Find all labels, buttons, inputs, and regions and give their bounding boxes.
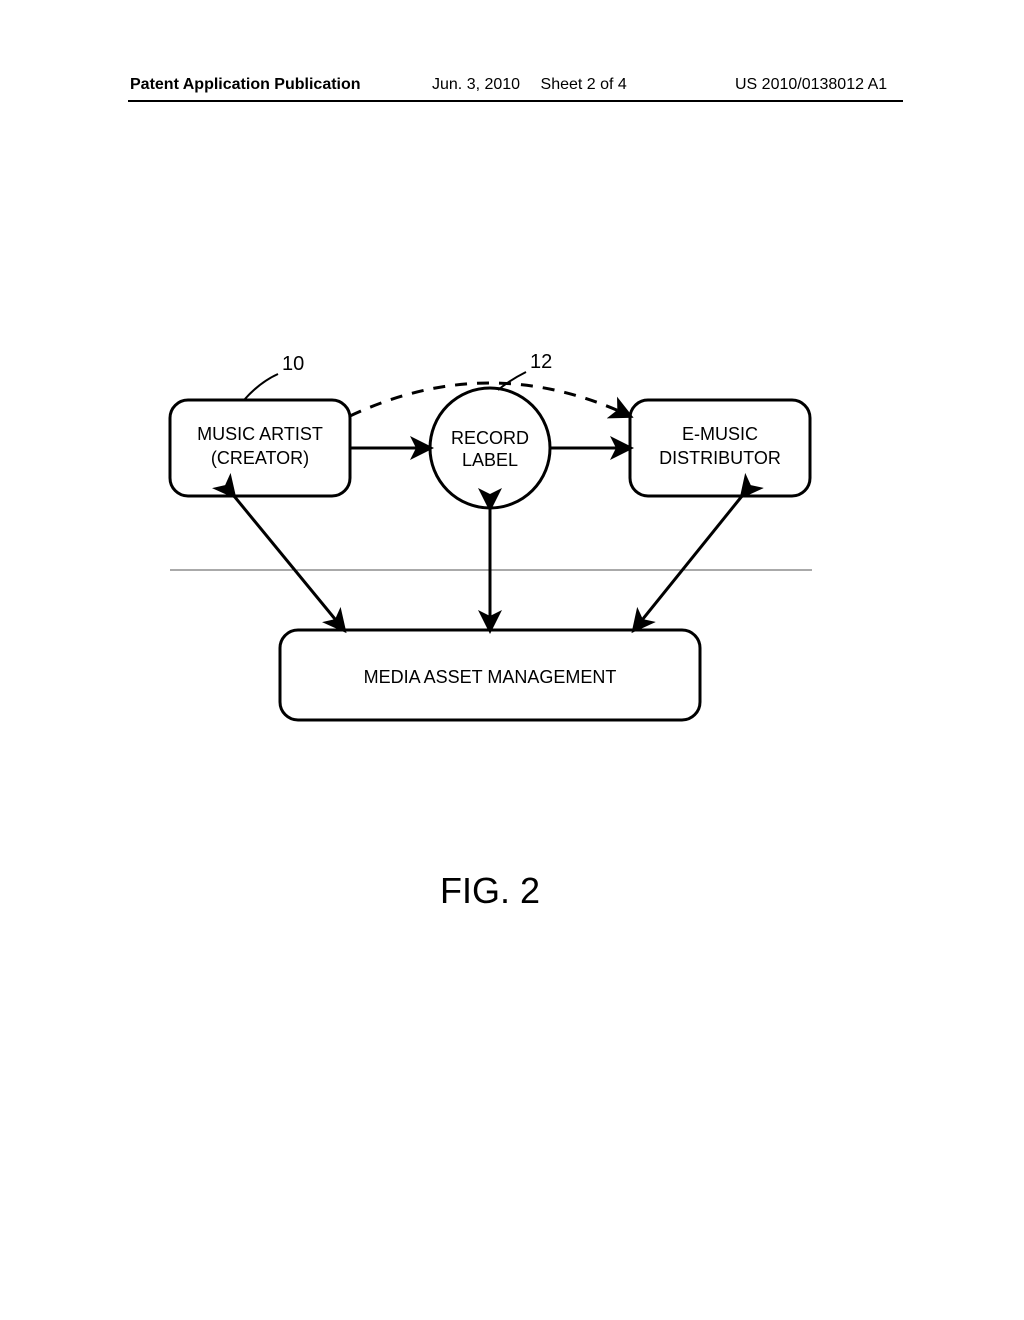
edge-distributor-mam [634, 496, 742, 630]
node-artist-line1: MUSIC ARTIST [197, 424, 323, 444]
header-left: Patent Application Publication [130, 76, 361, 94]
header-sheet: Sheet 2 of 4 [541, 76, 627, 93]
figure-svg: MUSIC ARTIST (CREATOR) RECORD LABEL E-MU… [0, 100, 1024, 1000]
node-distributor-line1: E-MUSIC [682, 424, 758, 444]
node-label-line1: RECORD [451, 428, 529, 448]
page: Patent Application Publication Jun. 3, 2… [0, 0, 1024, 1320]
figure-caption: FIG. 2 [440, 870, 540, 912]
node-label-line2: LABEL [462, 450, 518, 470]
ref-12: 12 [530, 351, 552, 373]
edge-artist-mam [234, 496, 344, 630]
header-pubno: US 2010/0138012 A1 [735, 76, 887, 94]
node-mam-text: MEDIA ASSET MANAGEMENT [364, 667, 617, 687]
header-date: Jun. 3, 2010 [432, 76, 520, 93]
ref-10-leader [244, 374, 278, 400]
node-label [430, 388, 550, 508]
node-artist-line2: (CREATOR) [211, 448, 309, 468]
node-distributor-line2: DISTRIBUTOR [659, 448, 781, 468]
header-middle: Jun. 3, 2010 Sheet 2 of 4 [432, 76, 627, 94]
ref-12-leader [498, 372, 526, 390]
ref-10: 10 [282, 353, 304, 375]
